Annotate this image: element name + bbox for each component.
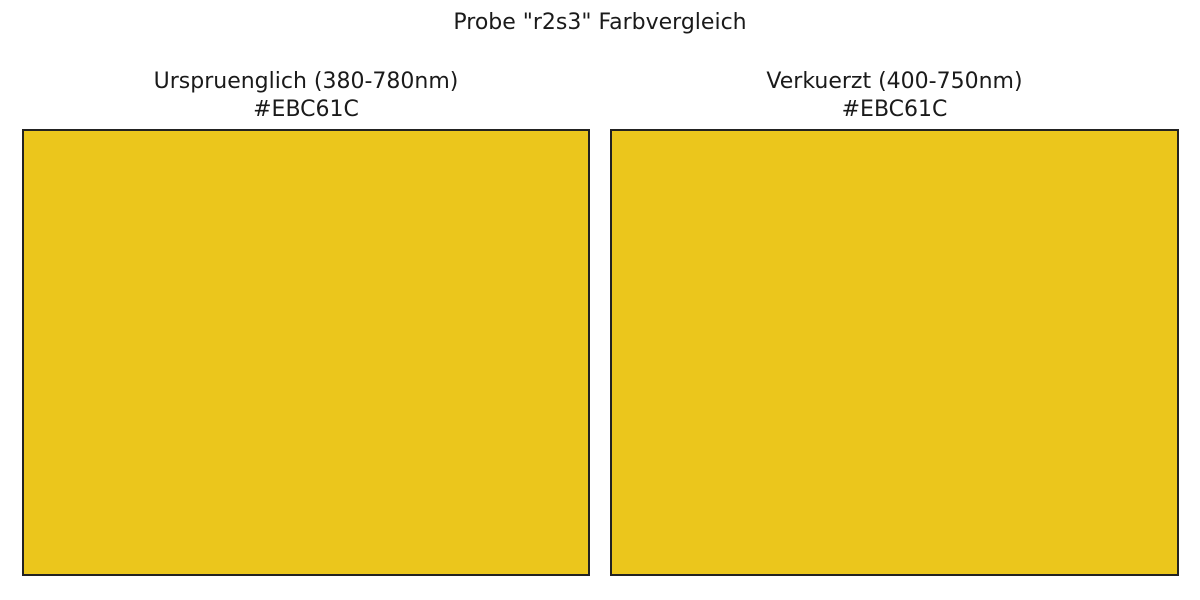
figure-title: Probe "r2s3" Farbvergleich (453, 10, 747, 35)
panel-title-original: Urspruenglich (380-780nm) #EBC61C (22, 68, 590, 124)
panel-title-truncated: Verkuerzt (400-750nm) #EBC61C (610, 68, 1179, 124)
panel-hex-truncated: #EBC61C (841, 97, 948, 122)
panel-label-truncated: Verkuerzt (400-750nm) (766, 69, 1023, 94)
panel-label-original: Urspruenglich (380-780nm) (153, 69, 459, 94)
panel-hex-original: #EBC61C (253, 97, 359, 122)
color-swatch-original (22, 129, 590, 576)
color-swatch-truncated (610, 129, 1179, 576)
